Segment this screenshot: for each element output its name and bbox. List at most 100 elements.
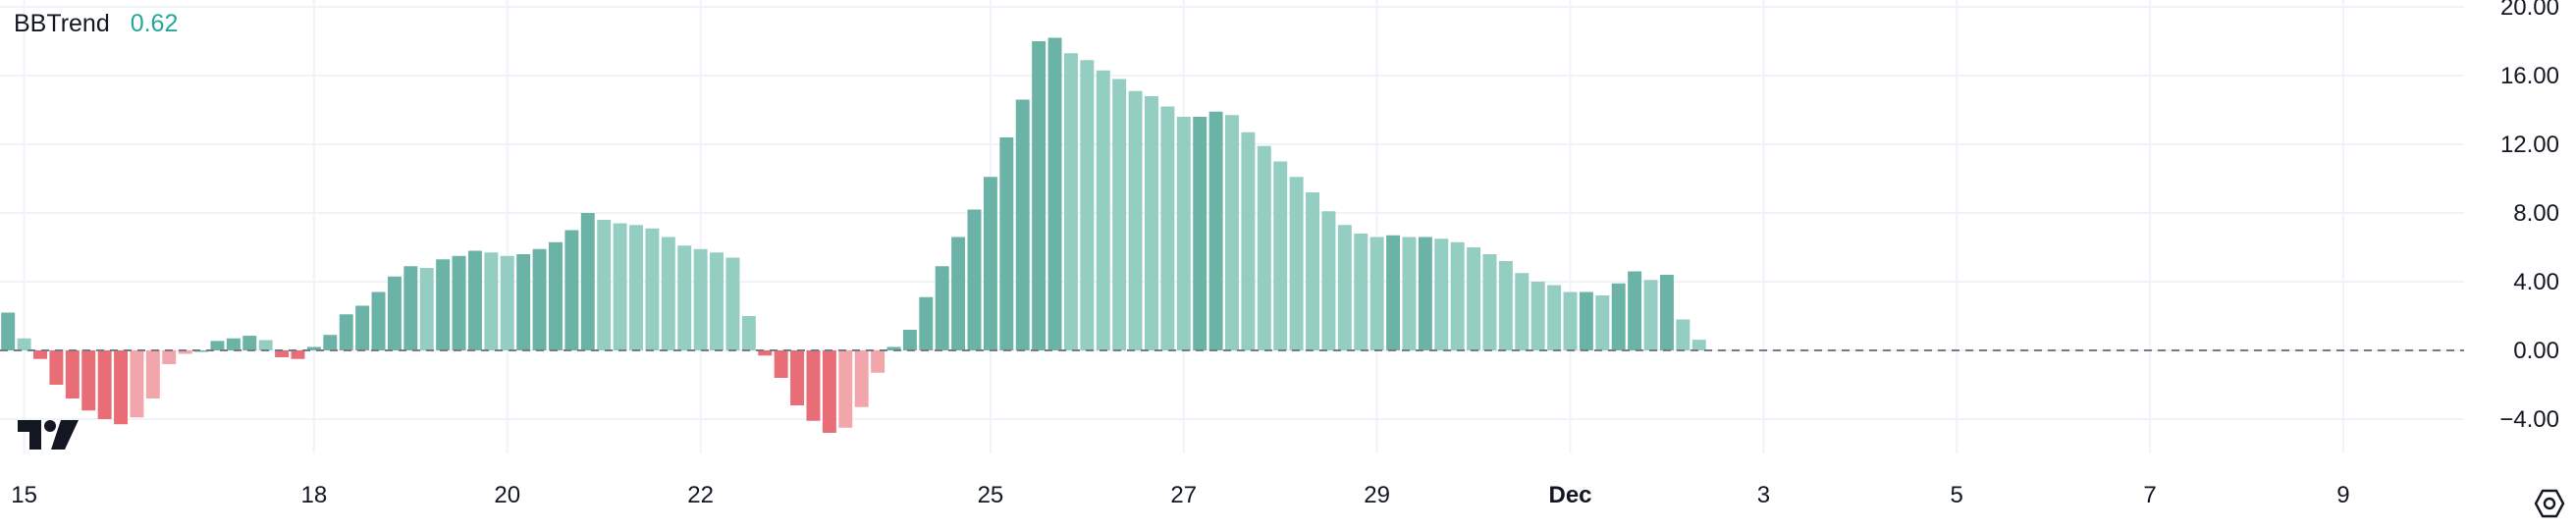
histogram-bar [258, 340, 273, 350]
histogram-bar [532, 248, 547, 350]
y-tick-label: 0.00 [2513, 338, 2559, 364]
histogram-bar [1498, 261, 1513, 350]
histogram-bar [484, 252, 499, 350]
histogram-bar [130, 350, 144, 418]
histogram-bar [145, 350, 160, 398]
histogram-bar [242, 336, 257, 350]
x-tick-label: 7 [2143, 482, 2156, 508]
histogram-bar [1676, 319, 1690, 350]
histogram-bar [1160, 106, 1175, 350]
histogram-bar [1482, 254, 1497, 350]
indicator-name[interactable]: BBTrend [14, 10, 110, 37]
histogram-bar [629, 225, 643, 350]
histogram-bar [452, 255, 466, 350]
histogram-bar [1063, 53, 1078, 350]
histogram-bar [1273, 161, 1288, 350]
histogram-bar [677, 245, 692, 350]
histogram-bar [1563, 292, 1578, 350]
histogram-bar [33, 350, 47, 359]
x-tick-label: 25 [978, 482, 1004, 508]
histogram-bar [17, 338, 31, 350]
histogram-bar [919, 296, 934, 350]
time-scale[interactable]: 15 18 20 22 25 27 29 Dec 3 5 7 9 [11, 482, 2349, 508]
histogram-bars [1, 37, 1706, 433]
histogram-bar [1467, 247, 1481, 350]
x-tick-label: 20 [494, 482, 520, 508]
y-tick-label: 4.00 [2513, 269, 2559, 295]
histogram-bar [1321, 211, 1336, 350]
histogram-bar [1112, 79, 1127, 350]
histogram-bar [194, 350, 209, 352]
histogram-bar [114, 350, 129, 425]
histogram-bar [725, 257, 740, 350]
x-tick-label: 15 [11, 482, 37, 508]
histogram-bar [306, 346, 321, 350]
histogram-bar [162, 350, 177, 364]
histogram-bar [613, 223, 627, 350]
histogram-bar [1354, 234, 1368, 350]
histogram-bar [81, 350, 96, 411]
histogram-bar [1241, 132, 1256, 350]
histogram-bar [935, 266, 949, 350]
histogram-bar [1659, 275, 1674, 350]
histogram-bar [871, 350, 886, 373]
histogram-bar [806, 350, 821, 421]
histogram-bar [1, 312, 16, 350]
histogram-bar [1128, 90, 1143, 350]
indicator-value: 0.62 [130, 10, 179, 37]
histogram-bar [1047, 37, 1062, 350]
tradingview-logo-icon[interactable] [18, 420, 79, 454]
histogram-bar [741, 316, 756, 350]
x-tick-label: 9 [2336, 482, 2349, 508]
histogram-bar [1337, 225, 1352, 350]
x-tick-label: 3 [1757, 482, 1770, 508]
histogram-bar [1208, 111, 1223, 350]
histogram-bar [983, 177, 997, 350]
histogram-bar [1595, 295, 1610, 350]
histogram-bar [291, 350, 305, 359]
histogram-bar [1515, 273, 1530, 350]
histogram-bar [838, 350, 853, 428]
histogram-bar [1418, 237, 1432, 350]
histogram-bar [1080, 60, 1095, 350]
histogram-bar [49, 350, 64, 385]
histogram-bar [758, 350, 773, 356]
histogram-bar [1579, 292, 1593, 350]
x-tick-label: 22 [687, 482, 714, 508]
indicator-legend[interactable]: BBTrend 0.62 [14, 10, 178, 38]
y-tick-label: 8.00 [2513, 200, 2559, 227]
histogram-bar [97, 350, 112, 419]
histogram-bar [1402, 237, 1417, 350]
settings-icon[interactable] [2533, 487, 2566, 520]
y-tick-label: 12.00 [2500, 132, 2559, 158]
histogram-bar [1530, 282, 1545, 350]
histogram-bar [436, 259, 451, 350]
histogram-bar [1257, 145, 1271, 350]
price-scale[interactable]: 20.00 16.00 12.00 8.00 4.00 0.00 −4.00 [2499, 0, 2559, 433]
histogram-bar [419, 268, 434, 350]
histogram-bar [597, 220, 612, 350]
histogram-bar [822, 350, 836, 433]
histogram-bar [951, 237, 966, 350]
histogram-bar [371, 292, 386, 350]
histogram-bar [693, 248, 708, 350]
y-tick-label: 16.00 [2500, 63, 2559, 89]
histogram-bar [645, 228, 660, 350]
histogram-bar [387, 276, 402, 350]
histogram-bar [999, 137, 1014, 350]
histogram-bar [210, 341, 225, 350]
histogram-bar [1691, 340, 1706, 350]
histogram-bar [355, 305, 370, 350]
histogram-bar [178, 350, 192, 354]
histogram-bar [1176, 117, 1191, 350]
histogram-bar [1628, 271, 1642, 350]
histogram-bar [661, 237, 675, 350]
histogram-bar [1096, 70, 1110, 350]
histogram-bar [854, 350, 869, 407]
histogram-bar [1611, 283, 1626, 350]
histogram-bar [500, 255, 514, 350]
histogram-bar [1369, 237, 1384, 350]
x-tick-label: 5 [1951, 482, 1963, 508]
histogram-bar [1032, 41, 1046, 350]
